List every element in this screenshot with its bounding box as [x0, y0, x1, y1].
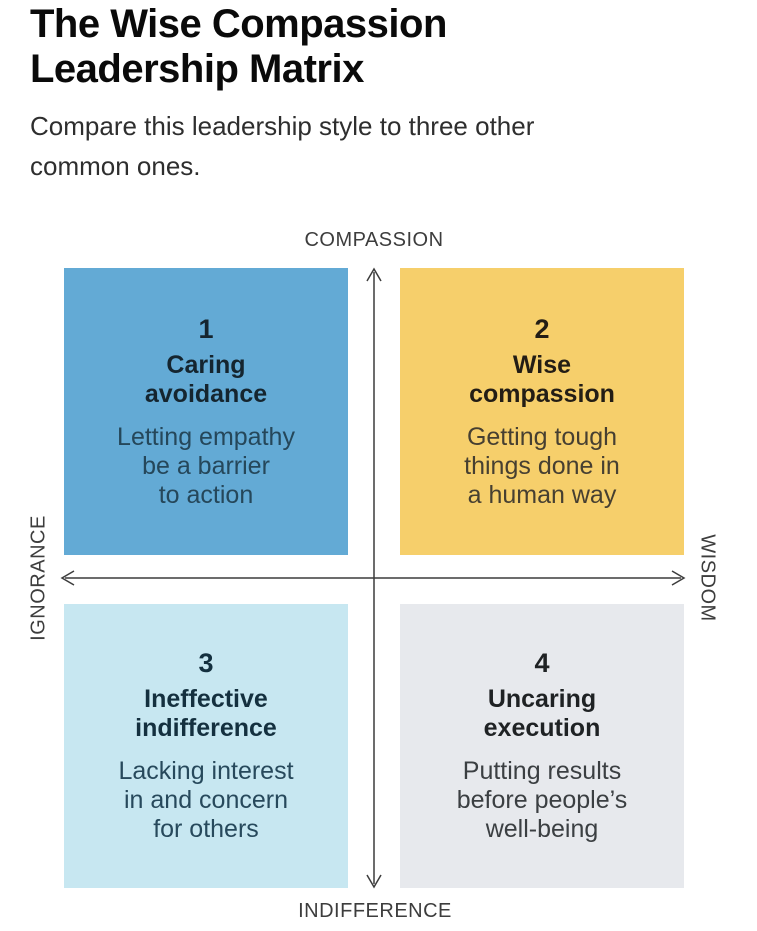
arrowhead-down-icon [366, 874, 382, 889]
text-line: execution [483, 714, 601, 742]
axis-label-wisdom: WISDOM [696, 534, 719, 622]
text-line: be a barrier [142, 451, 270, 480]
arrowhead-up-icon [366, 267, 382, 282]
text-line: Caring [166, 350, 246, 379]
quadrant-number: 4 [534, 648, 550, 678]
page-subtitle: Compare this leadership style to three o… [30, 111, 535, 181]
page-title: The Wise Compassion Leadership Matrix [30, 2, 447, 92]
quadrant-description: Putting results before people’s well-bei… [457, 757, 628, 844]
quadrant-description: Getting tough things done in a human way [464, 423, 620, 510]
text-line: a human way [467, 480, 617, 509]
quadrant-uncaring-execution: 4 Uncaring execution Putting results bef… [400, 604, 684, 888]
arrowhead-left-icon [60, 570, 75, 586]
text-line: Lacking interest [118, 757, 294, 785]
text-line: Uncaring [487, 685, 597, 713]
text-line: in and concern [123, 786, 288, 814]
quadrant-number: 2 [534, 313, 550, 344]
quadrant-description: Letting empathy be a barrier to action [117, 423, 295, 510]
quadrant-description: Lacking interest in and concern for othe… [118, 757, 293, 844]
text-line: well-being [485, 815, 599, 843]
quadrant-number: 1 [198, 313, 214, 344]
quadrant-title: Ineffective indifference [135, 685, 277, 743]
quadrant-title: Caring avoidance [145, 351, 267, 409]
text-line: avoidance [144, 379, 268, 408]
page-title-line-1: The Wise Compassion [30, 2, 447, 46]
quadrant-title: Wise compassion [469, 351, 615, 409]
text-line: for others [153, 815, 259, 843]
text-line: Getting tough [466, 422, 618, 451]
quadrant-wise-compassion: 2 Wise compassion Getting tough things d… [400, 268, 684, 555]
quadrant-number: 3 [198, 648, 214, 678]
text-line: Letting empathy [117, 422, 295, 451]
text-line: Putting results [462, 757, 622, 785]
quadrant-ineffective-indifference: 3 Ineffective indifference Lacking inter… [64, 604, 348, 888]
text-line: indifference [135, 714, 277, 742]
arrowhead-right-icon [671, 570, 686, 586]
axis-label-indifference: INDIFFERENCE [298, 900, 452, 922]
page-title-line-2: Leadership Matrix [30, 47, 364, 91]
text-line: Ineffective [144, 685, 268, 713]
text-line: Wise [512, 350, 572, 379]
quadrant-title: Uncaring execution [484, 685, 601, 743]
text-line: before people’s [456, 786, 628, 814]
text-line: things done in [464, 451, 620, 480]
axis-label-compassion: COMPASSION [304, 229, 444, 251]
text-line: compassion [469, 379, 615, 408]
quadrant-caring-avoidance: 1 Caring avoidance Letting empathy be a … [64, 268, 348, 555]
text-line: to action [158, 480, 254, 509]
axis-label-ignorance: IGNORANCE [27, 515, 50, 641]
